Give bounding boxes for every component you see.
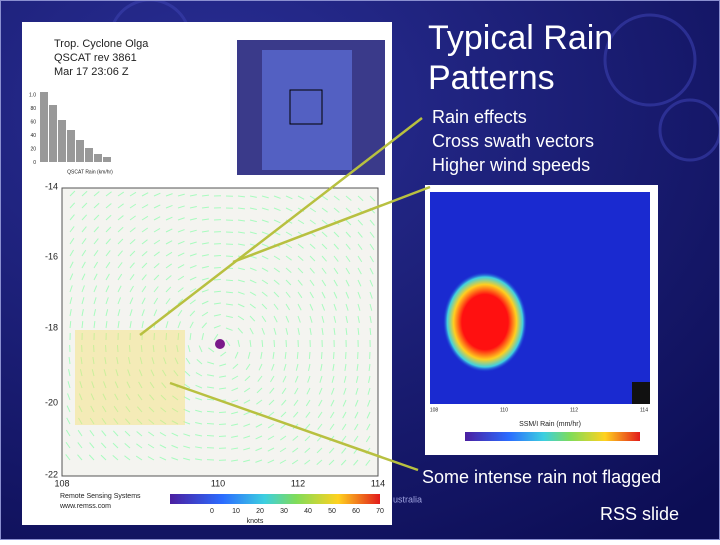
wind-vector <box>207 423 214 424</box>
footer-fragment: ustralia <box>393 494 422 504</box>
histogram-label: 20 <box>30 146 36 152</box>
rain-lon-label: 114 <box>640 407 648 413</box>
wind-vector <box>321 352 322 359</box>
swath <box>262 50 352 170</box>
wind-title: Mar 17 23:06 Z <box>54 66 129 78</box>
colorbar-label: 70 <box>376 508 384 515</box>
histogram-label: 1.0 <box>29 92 36 98</box>
colorbar-label: 30 <box>280 508 288 515</box>
caption: Some intense rain not flagged <box>422 467 661 487</box>
wind-title: Trop. Cyclone Olga <box>54 38 149 50</box>
colorbar-label: 50 <box>328 508 336 515</box>
wind-vector <box>309 352 310 359</box>
wind-vector <box>214 267 221 268</box>
wind-vector <box>219 424 226 425</box>
lon-label: 110 <box>211 478 225 488</box>
lon-label: 108 <box>54 478 69 488</box>
histogram-label: 40 <box>30 133 36 139</box>
rain-cell <box>443 272 527 372</box>
wind-vector <box>219 412 226 413</box>
wind-vector <box>274 340 275 347</box>
histogram-label: 80 <box>30 106 36 112</box>
wind-vector <box>214 279 221 280</box>
bullet: Rain effects <box>432 107 527 127</box>
logo: www.remss.com <box>59 503 111 510</box>
rain-flag-area <box>75 330 185 425</box>
wind-vector <box>297 352 298 359</box>
bullet: Higher wind speeds <box>432 155 590 175</box>
lat-label: -16 <box>45 251 58 261</box>
wind-vector <box>226 280 233 281</box>
lon-label: 112 <box>291 478 305 488</box>
lat-label: -20 <box>45 397 58 407</box>
wind-vector <box>262 340 263 347</box>
lon-label: 114 <box>371 478 385 488</box>
lat-label: -14 <box>45 181 58 191</box>
histogram-label: 0 <box>33 160 36 166</box>
rain-lon-label: 112 <box>570 407 578 413</box>
colorbar-label: 60 <box>352 508 360 515</box>
title-line: Patterns <box>428 59 555 97</box>
land <box>632 382 650 404</box>
rain-lon-label: 110 <box>500 407 508 413</box>
colorbar-unit: knots <box>247 518 264 525</box>
lat-label: -18 <box>45 322 58 332</box>
colorbar-label: 40 <box>304 508 312 515</box>
wind-title: QSCAT rev 3861 <box>54 52 137 64</box>
bullet: Cross swath vectors <box>432 131 594 151</box>
histogram-axis: QSCAT Rain (km/hr) <box>67 169 113 175</box>
colorbar-label: 20 <box>256 508 264 515</box>
rain-lon-label: 108 <box>430 407 439 413</box>
logo: Remote Sensing Systems <box>60 493 141 500</box>
wind-vector <box>207 411 214 412</box>
colorbar-label: 10 <box>232 508 240 515</box>
credit: RSS slide <box>600 504 679 524</box>
wind-colorbar <box>170 494 380 504</box>
storm-center <box>215 339 225 349</box>
histogram-label: 60 <box>30 119 36 125</box>
title-line: Typical Rain <box>428 19 613 57</box>
colorbar-label: 0 <box>210 508 214 515</box>
rain-colorbar-title: SSM/I Rain (mm/hr) <box>519 421 581 428</box>
rain-colorbar <box>465 432 640 441</box>
